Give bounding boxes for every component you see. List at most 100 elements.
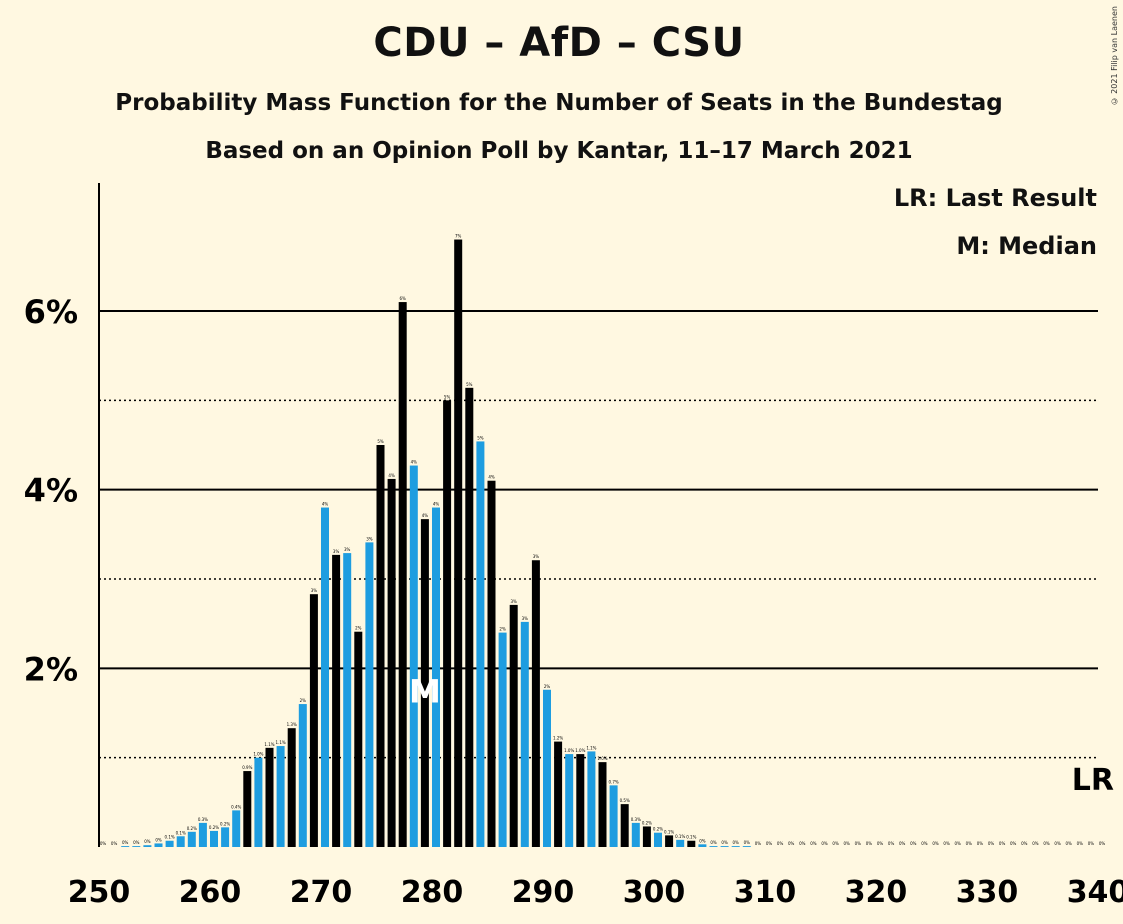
bar-label-312: 0% (788, 841, 795, 846)
bar-label-335: 0% (1043, 841, 1050, 846)
bar-286 (498, 632, 507, 847)
bar-271 (332, 554, 341, 847)
bar-label-263: 0.9% (242, 765, 252, 770)
bar-285 (487, 480, 496, 847)
bar-label-276: 4% (388, 473, 395, 478)
bar-label-331: 0% (999, 841, 1006, 846)
bar-287 (509, 604, 518, 847)
bar-293 (576, 754, 585, 847)
x-tick-label: 320 (845, 875, 908, 910)
bar-label-336: 0% (1054, 841, 1061, 846)
last-result-marker: LR (1072, 763, 1114, 798)
x-tick-label: 290 (512, 875, 575, 910)
bar-267 (287, 728, 296, 847)
bar-label-281: 5% (444, 394, 451, 399)
bar-label-262: 0.4% (231, 804, 241, 809)
bar-label-295: 1.0% (597, 756, 607, 761)
bar-279 (420, 519, 429, 847)
bar-254 (143, 845, 152, 847)
bar-label-279: 4% (422, 513, 429, 518)
bar-label-289: 3% (533, 554, 540, 559)
bar-label-321: 0% (888, 841, 895, 846)
bar-label-322: 0% (899, 841, 906, 846)
bar-281 (443, 400, 452, 847)
bar-label-305: 0% (710, 840, 717, 845)
bar-label-257: 0.1% (176, 830, 186, 835)
bar-300 (654, 832, 662, 847)
bar-297 (620, 804, 629, 847)
bar-label-294: 1.1% (586, 745, 596, 750)
bar-label-290: 2% (544, 684, 551, 689)
bar-280 (432, 507, 440, 847)
bar-255 (154, 843, 163, 847)
bar-label-288: 3% (522, 616, 529, 621)
bar-261 (221, 827, 230, 847)
bar-label-309: 0% (755, 841, 762, 846)
bar-262 (232, 810, 241, 847)
x-tick-label: 260 (179, 875, 242, 910)
bar-label-315: 0% (821, 841, 828, 846)
bar-259 (198, 822, 207, 847)
bar-label-273: 2% (355, 626, 362, 631)
bar-label-306: 0% (721, 840, 728, 845)
chart-title: CDU – AfD – CSU (373, 20, 745, 66)
bar-268 (298, 704, 307, 847)
bar-289 (531, 560, 540, 847)
bar-label-292: 1.0% (564, 748, 574, 753)
chart-source: Based on an Opinion Poll by Kantar, 11–1… (205, 138, 913, 164)
bar-label-259: 0.3% (198, 817, 208, 822)
bar-252 (121, 846, 130, 847)
bar-label-325: 0% (932, 841, 939, 846)
bar-264 (254, 757, 263, 847)
bar-label-254: 0% (144, 839, 151, 844)
bar-266 (276, 746, 285, 847)
bar-label-316: 0% (832, 841, 839, 846)
x-tick-label: 270 (290, 875, 353, 910)
bar-label-337: 0% (1066, 841, 1073, 846)
bars (121, 239, 751, 848)
bar-label-307: 0% (733, 840, 740, 845)
bar-label-317: 0% (844, 841, 851, 846)
y-tick-label: 2% (24, 650, 78, 688)
bar-label-251: 0% (111, 841, 118, 846)
bar-305 (709, 846, 718, 847)
bar-label-330: 0% (988, 841, 995, 846)
bar-label-271: 3% (333, 549, 340, 554)
legend-last-result: LR: Last Result (893, 184, 1097, 212)
bar-277 (398, 302, 407, 848)
bar-label-332: 0% (1010, 841, 1017, 846)
bar-263 (243, 771, 252, 847)
bar-label-278: 4% (411, 460, 418, 465)
bar-294 (587, 751, 596, 847)
bar-306 (720, 846, 729, 847)
bar-label-287: 3% (511, 599, 518, 604)
bar-label-310: 0% (766, 841, 773, 846)
bar-298 (631, 822, 640, 847)
bar-label-313: 0% (799, 841, 806, 846)
bar-label-299: 0.2% (642, 820, 652, 825)
bar-label-293: 1.0% (575, 748, 585, 753)
bar-284 (476, 441, 485, 847)
bar-label-267: 1.3% (287, 722, 297, 727)
bar-label-339: 0% (1088, 841, 1095, 846)
y-tick-label: 4% (24, 472, 78, 510)
bar-label-304: 0% (699, 838, 706, 843)
y-tick-label: 6% (24, 293, 78, 331)
bar-269 (309, 594, 318, 847)
bar-257 (176, 836, 185, 847)
bar-label-327: 0% (955, 841, 962, 846)
bar-label-255: 0% (155, 837, 162, 842)
bar-260 (210, 830, 218, 847)
bar-258 (187, 831, 196, 847)
bar-label-252: 0% (122, 840, 129, 845)
bar-label-318: 0% (855, 841, 862, 846)
tick-labels: 2%4%6%0% 0% 0% 0% 0% 0%0.1%0.1%0.2%0.3%0.2%0.… (24, 234, 1123, 910)
bar-label-272: 3% (344, 547, 351, 552)
bar-label-326: 0% (943, 841, 950, 846)
bar-label-284: 5% (477, 435, 484, 440)
bar-270 (321, 507, 329, 847)
bar-307 (731, 846, 740, 847)
bar-296 (609, 785, 618, 847)
gridlines (99, 310, 1098, 759)
